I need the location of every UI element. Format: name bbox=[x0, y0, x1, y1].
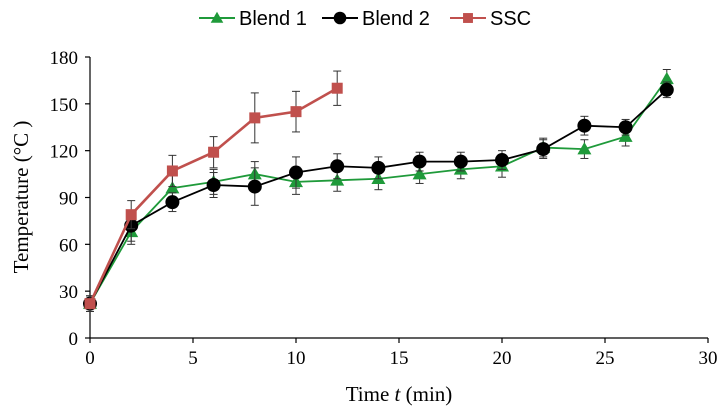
x-tick-label: 30 bbox=[699, 348, 718, 369]
y-ticks: 0 30 60 90 120 150 180 bbox=[50, 48, 90, 350]
y-tick-label: 120 bbox=[50, 142, 79, 163]
x-tick-label: 15 bbox=[390, 348, 409, 369]
data-point bbox=[618, 120, 633, 135]
legend-label: SSC bbox=[490, 8, 531, 30]
data-point bbox=[577, 118, 592, 133]
legend-marker bbox=[333, 11, 347, 25]
data-point bbox=[412, 167, 427, 180]
data-point bbox=[165, 181, 180, 194]
data-point bbox=[577, 142, 592, 155]
x-tick-label: 20 bbox=[493, 348, 512, 369]
series-blend-2 bbox=[83, 81, 674, 312]
data-point bbox=[330, 173, 345, 186]
x-axis-title-var: t bbox=[395, 382, 402, 406]
x-ticks: 0 5 10 15 20 25 30 bbox=[85, 338, 718, 369]
legend-label: Blend 2 bbox=[362, 8, 430, 30]
y-axis-title: Temperature (°C ) bbox=[9, 121, 33, 274]
data-point bbox=[331, 82, 343, 94]
data-point bbox=[249, 112, 261, 124]
data-point bbox=[618, 129, 633, 142]
data-point bbox=[206, 178, 221, 193]
data-point bbox=[659, 71, 674, 85]
y-tick-label: 60 bbox=[59, 235, 78, 256]
data-point bbox=[165, 195, 180, 210]
x-tick-label: 5 bbox=[188, 348, 198, 369]
series-ssc bbox=[84, 70, 343, 312]
y-tick-label: 90 bbox=[59, 189, 78, 210]
x-tick-label: 10 bbox=[287, 348, 306, 369]
data-point bbox=[289, 165, 303, 180]
y-tick-label: 150 bbox=[50, 95, 79, 116]
legend-item: SSC bbox=[450, 8, 531, 30]
data-point bbox=[166, 165, 178, 177]
data-point bbox=[453, 154, 468, 169]
y-tick-label: 0 bbox=[69, 329, 79, 350]
data-point bbox=[208, 146, 220, 158]
data-point bbox=[84, 298, 96, 310]
x-axis-title-unit: (min) bbox=[406, 382, 453, 406]
data-point bbox=[247, 179, 262, 194]
data-point bbox=[330, 159, 345, 174]
series-layer bbox=[83, 68, 674, 312]
legend-item: Blend 1 bbox=[199, 8, 307, 30]
legend: Blend 1 Blend 2 SSC bbox=[199, 8, 531, 30]
data-point bbox=[412, 154, 427, 169]
data-point bbox=[125, 209, 137, 221]
legend-marker bbox=[463, 13, 473, 23]
legend-item: Blend 2 bbox=[322, 8, 430, 30]
y-tick-label: 180 bbox=[50, 48, 79, 69]
legend-label: Blend 1 bbox=[239, 8, 307, 30]
y-tick-label: 30 bbox=[59, 282, 78, 303]
legend-marker bbox=[210, 11, 224, 23]
data-point bbox=[495, 153, 509, 168]
x-axis-title-main: Time bbox=[346, 382, 390, 406]
data-point bbox=[659, 82, 674, 97]
x-axis-title: Time t (min) bbox=[346, 382, 453, 406]
series-blend-1 bbox=[83, 68, 674, 312]
data-point bbox=[536, 142, 551, 157]
x-tick-label: 25 bbox=[596, 348, 615, 369]
data-point bbox=[290, 106, 302, 118]
x-tick-label: 0 bbox=[85, 348, 95, 369]
data-point bbox=[371, 160, 386, 175]
